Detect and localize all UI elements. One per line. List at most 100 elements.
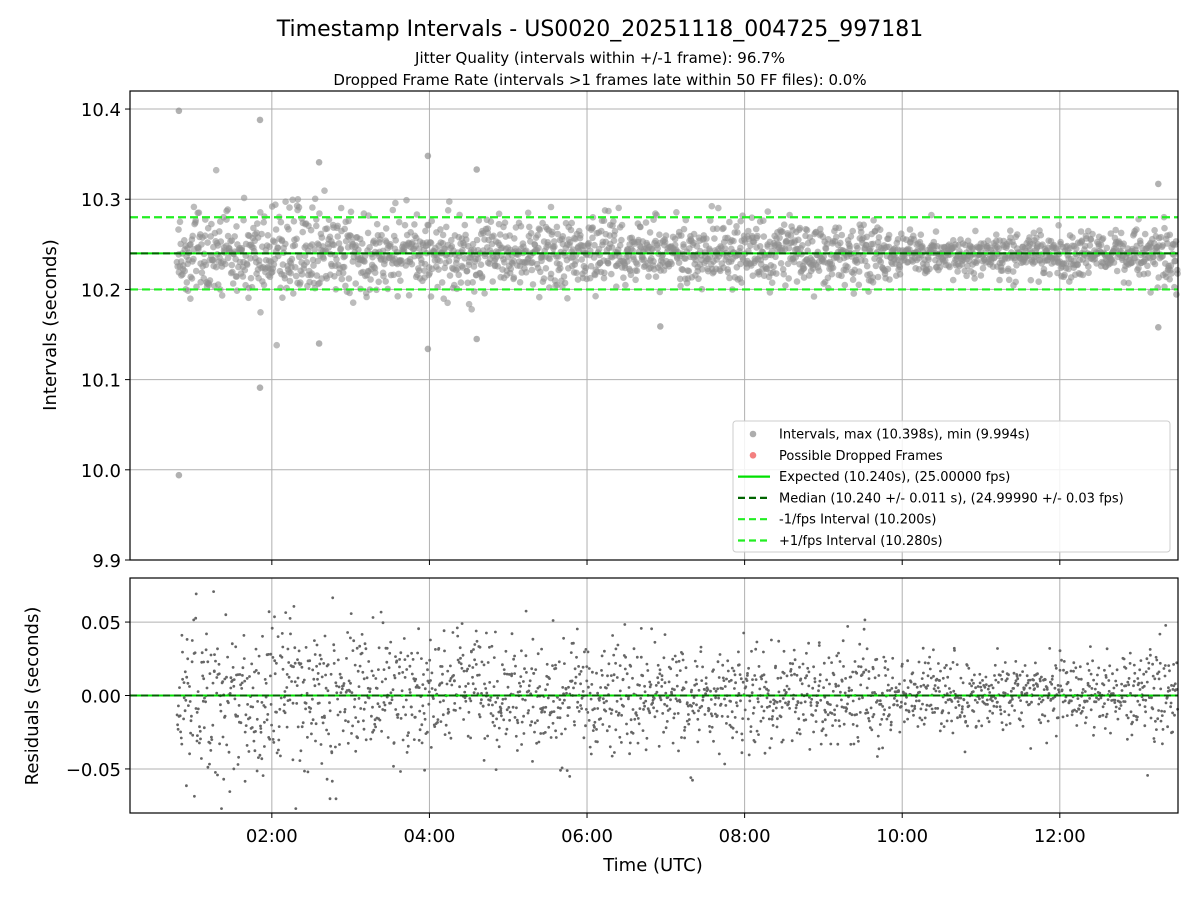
- residual-point: [870, 728, 874, 732]
- residual-point: [706, 688, 710, 691]
- residual-point: [1154, 655, 1158, 659]
- residual-point: [724, 704, 728, 707]
- residual-point: [804, 718, 808, 722]
- interval-point: [1079, 271, 1087, 279]
- residual-point: [1123, 700, 1127, 703]
- legend-marker: [749, 430, 757, 438]
- residual-point: [338, 672, 342, 676]
- interval-point: [636, 223, 644, 230]
- interval-point: [1027, 276, 1035, 284]
- residual-point: [552, 710, 556, 713]
- residual-point: [725, 722, 728, 725]
- residual-point: [1171, 688, 1175, 691]
- interval-point: [286, 277, 294, 285]
- residual-point: [550, 710, 554, 714]
- residual-point: [563, 727, 567, 731]
- residual-point: [201, 699, 205, 703]
- residual-point: [1157, 670, 1161, 674]
- interval-point: [340, 263, 348, 271]
- interval-point: [886, 276, 893, 283]
- residual-point: [403, 676, 407, 679]
- residual-point: [281, 667, 285, 671]
- residual-point: [412, 738, 416, 741]
- residual-point: [771, 715, 774, 718]
- interval-point: [870, 217, 877, 224]
- residual-point: [392, 741, 396, 744]
- residual-point: [203, 696, 206, 700]
- residual-point: [236, 714, 240, 718]
- residual-point: [1161, 728, 1165, 731]
- residual-point: [585, 665, 589, 668]
- residual-point: [1028, 686, 1032, 690]
- residual-point: [673, 712, 676, 716]
- residual-point: [692, 696, 696, 699]
- interval-point: [481, 290, 488, 297]
- residual-point: [570, 679, 574, 683]
- residual-point: [263, 705, 267, 709]
- residual-point: [671, 657, 675, 661]
- residual-point: [473, 643, 477, 646]
- residual-point: [1151, 674, 1155, 678]
- top-ytick-label: 9.9: [92, 551, 121, 572]
- interval-point: [1009, 268, 1017, 275]
- residual-point: [442, 629, 446, 633]
- residual-point: [906, 717, 909, 721]
- interval-point: [817, 225, 824, 233]
- residual-point: [1084, 721, 1087, 725]
- residual-point: [668, 707, 672, 711]
- residual-point: [332, 649, 336, 652]
- residual-point: [678, 700, 682, 704]
- residual-point: [608, 745, 612, 749]
- residual-point: [644, 699, 648, 703]
- interval-point: [1164, 240, 1171, 247]
- interval-point: [287, 269, 294, 277]
- residual-point: [1062, 660, 1066, 663]
- interval-point: [1046, 271, 1053, 278]
- residual-point: [221, 735, 225, 739]
- residual-point: [523, 698, 527, 702]
- residual-point: [251, 705, 255, 709]
- residual-point: [243, 679, 247, 683]
- residual-point: [943, 666, 947, 670]
- residual-point: [458, 685, 461, 689]
- residual-point: [464, 699, 468, 703]
- residual-point: [648, 711, 652, 715]
- residual-point: [1063, 699, 1067, 703]
- residual-point: [178, 714, 182, 718]
- top-ytick-label: 10.2: [81, 280, 121, 301]
- residual-point: [531, 705, 535, 709]
- residual-point: [240, 687, 244, 690]
- interval-point: [964, 262, 971, 270]
- interval-point: [760, 217, 767, 224]
- residual-point: [772, 702, 776, 706]
- residual-point: [631, 731, 635, 735]
- residual-point: [322, 662, 326, 665]
- residual-point: [211, 681, 215, 685]
- residual-point: [364, 647, 368, 651]
- residual-point: [250, 726, 254, 729]
- residual-point: [183, 670, 187, 674]
- residual-point: [932, 648, 935, 652]
- residual-point: [1114, 679, 1118, 683]
- residual-point: [375, 687, 379, 690]
- residual-point: [774, 706, 778, 710]
- residual-point: [524, 654, 528, 658]
- interval-point: [1005, 276, 1013, 284]
- interval-point: [972, 227, 979, 235]
- interval-point: [295, 253, 303, 261]
- residual-point: [214, 771, 217, 774]
- residual-point: [392, 764, 395, 768]
- residual-point: [913, 704, 917, 708]
- residual-point: [210, 735, 213, 739]
- residual-point: [279, 754, 282, 758]
- residual-point: [1088, 684, 1091, 688]
- residual-point: [264, 681, 268, 685]
- residual-point: [695, 703, 698, 707]
- residual-point: [404, 698, 408, 702]
- residual-point: [1152, 686, 1156, 690]
- residual-point: [206, 660, 210, 664]
- residual-point: [585, 708, 588, 711]
- residual-point: [658, 696, 662, 700]
- interval-point: [534, 231, 541, 239]
- residual-point: [1088, 697, 1091, 700]
